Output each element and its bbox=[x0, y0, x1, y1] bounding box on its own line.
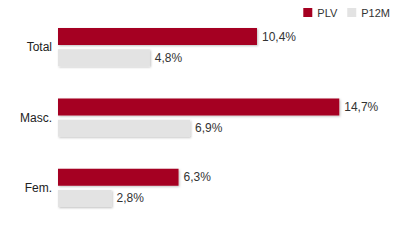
svg-text:14,7%: 14,7% bbox=[344, 100, 378, 114]
svg-text:6,3%: 6,3% bbox=[184, 170, 212, 184]
svg-text:Fem.: Fem. bbox=[25, 181, 52, 195]
svg-text:4,8%: 4,8% bbox=[155, 51, 183, 65]
svg-text:6,9%: 6,9% bbox=[195, 121, 223, 135]
svg-text:PLV: PLV bbox=[317, 7, 338, 19]
svg-text:10,4%: 10,4% bbox=[262, 30, 296, 44]
svg-text:2,8%: 2,8% bbox=[117, 191, 145, 205]
svg-text:P12M: P12M bbox=[361, 7, 390, 19]
svg-text:Total: Total bbox=[27, 40, 52, 54]
svg-text:Masc.: Masc. bbox=[20, 111, 52, 125]
